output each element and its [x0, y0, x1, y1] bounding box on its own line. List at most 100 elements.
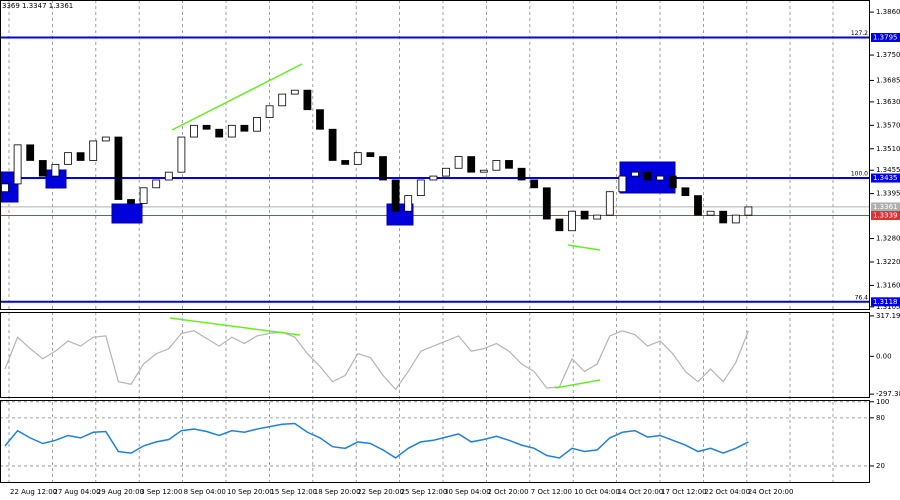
level-label: 1.3795	[873, 33, 898, 41]
candle	[101, 136, 110, 142]
candle	[26, 144, 35, 161]
candle	[454, 156, 463, 169]
candle	[38, 160, 47, 177]
panel-frame	[0, 312, 870, 398]
x-tick-label: 29 Aug 20:00	[97, 488, 144, 496]
candle	[139, 187, 148, 204]
x-tick-label: 17 Oct 12:00	[661, 488, 707, 496]
candle	[580, 210, 589, 220]
x-tick-label: 30 Sep 04:00	[444, 488, 491, 496]
candle	[227, 124, 236, 138]
candle	[706, 210, 715, 216]
panel-frame	[0, 400, 870, 483]
candle	[240, 124, 249, 132]
x-tick-label: 22 Oct 04:00	[704, 488, 750, 496]
rsi-line	[4, 422, 749, 459]
y-tick-label: 1.3685	[876, 76, 900, 84]
candle	[51, 163, 60, 177]
candle	[353, 152, 362, 165]
candle	[316, 109, 324, 130]
candle	[479, 169, 488, 173]
x-tick-label: 2 Oct 20:00	[487, 488, 528, 496]
header-text: 3369 1.3347 1.3361	[2, 2, 73, 10]
y-tick-label: 1.3750	[876, 51, 900, 59]
candle	[404, 195, 413, 212]
x-tick-label: 15 Sep 12:00	[270, 488, 317, 496]
y-tick-label: 1.3570	[876, 121, 900, 129]
zone	[0, 171, 19, 203]
x-tick-label: 22 Sep 20:00	[357, 488, 404, 496]
x-tick-label: 10 Oct 04:00	[574, 488, 620, 496]
level-label: 1.3435	[873, 174, 898, 182]
level-name: 100.0	[851, 171, 868, 178]
x-tick-label: 22 Aug 12:00	[10, 488, 57, 496]
candle	[290, 89, 299, 95]
x-tick-label: 24 Oct 20:00	[748, 488, 794, 496]
y-tick-label: 1.3860	[876, 8, 900, 16]
y-tick-label: 1.3510	[876, 145, 900, 153]
candle	[127, 199, 135, 204]
trend-line	[554, 379, 601, 389]
candle	[442, 167, 450, 177]
x-tick-label: 18 Sep 20:00	[314, 488, 361, 496]
plot	[1, 89, 753, 459]
candle	[505, 160, 513, 169]
candle	[731, 214, 740, 224]
candle	[467, 156, 476, 173]
candle	[492, 160, 501, 171]
level-label: 1.3118	[873, 298, 898, 306]
level-name: 127.2	[851, 30, 868, 37]
level-name: 76.4	[855, 294, 869, 301]
candle	[1, 183, 9, 193]
y-tick-label: 1.3160	[876, 281, 900, 289]
candle	[605, 191, 614, 216]
y-tick-label: 1.3395	[876, 190, 900, 198]
candle	[568, 210, 576, 232]
candle	[530, 179, 539, 189]
cci-line	[4, 330, 749, 391]
candle	[89, 140, 98, 161]
y-tick-label: 80	[876, 414, 885, 422]
x-tick-label: 7 Oct 12:00	[531, 488, 572, 496]
x-tick-label: 27 Aug 04:00	[53, 488, 100, 496]
candle	[744, 206, 753, 216]
x-tick-label: 14 Oct 20:00	[618, 488, 664, 496]
candle	[719, 210, 728, 224]
y-tick-label: -297.386	[876, 390, 900, 398]
y-tick-label: 0.00	[876, 352, 892, 360]
candle	[114, 136, 123, 200]
candle	[341, 160, 350, 165]
y-tick-label: 1.3105	[876, 303, 900, 311]
level-label: 1.3361	[873, 203, 898, 211]
candle	[593, 214, 602, 220]
candle	[366, 152, 375, 157]
candle	[76, 152, 85, 161]
y-tick-label: 100	[876, 398, 889, 406]
candle	[202, 124, 211, 130]
x-tick-label: 3 Sep 12:00	[140, 488, 182, 496]
trend-lines	[169, 63, 601, 389]
candle	[618, 175, 627, 193]
y-tick-label: 1.3280	[876, 235, 900, 243]
zone	[111, 203, 143, 224]
candle	[631, 171, 639, 177]
candle	[215, 128, 224, 138]
level-label-box	[871, 297, 900, 307]
trend-line	[567, 244, 601, 251]
panel-frame	[0, 0, 870, 310]
candle	[265, 105, 274, 118]
level-label-box	[871, 211, 900, 221]
y-tick-label: 1.3220	[876, 258, 900, 266]
candle	[668, 175, 677, 189]
x-tick-label: 25 Sep 12:00	[401, 488, 448, 496]
candle	[190, 124, 198, 138]
candle	[64, 152, 72, 165]
grid	[0, 0, 870, 482]
candle	[517, 167, 526, 181]
candle	[278, 93, 287, 107]
level-label-box	[871, 32, 900, 42]
candle	[177, 136, 186, 173]
candle	[429, 175, 438, 181]
